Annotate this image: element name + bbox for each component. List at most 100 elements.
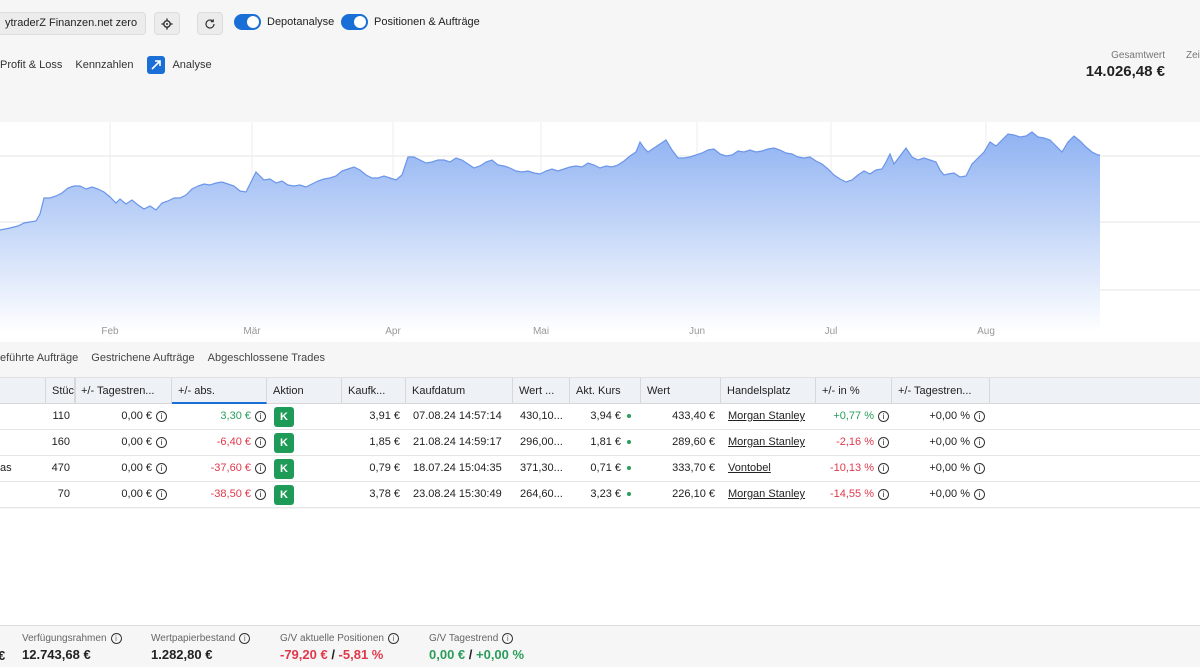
table-row[interactable]: 110 0,00 € i 3,30 € i K 3,91 €07.08.24 14:57:1…: [0, 404, 1200, 430]
cell-handelsplatz[interactable]: Morgan Stanley: [728, 430, 816, 455]
toggle-switch[interactable]: [234, 14, 261, 30]
info-icon[interactable]: i: [255, 462, 266, 474]
refresh-button[interactable]: [197, 12, 223, 35]
analyse-icon[interactable]: [147, 56, 166, 74]
cell-handelsplatz[interactable]: Vontobel: [728, 456, 816, 481]
cell-name: [0, 482, 40, 507]
cell-text: 1,81 €: [590, 436, 621, 448]
info-icon[interactable]: i: [974, 462, 985, 474]
live-quote-dot: [627, 414, 631, 419]
cell-text[interactable]: Morgan Stanley: [728, 488, 806, 500]
info-icon[interactable]: i: [239, 633, 251, 644]
th-kaufkurs[interactable]: Kaufk...: [342, 378, 406, 404]
cell-name: [0, 404, 40, 429]
aktion-kaufen-badge[interactable]: K: [274, 485, 294, 505]
info-icon[interactable]: i: [878, 436, 889, 448]
tab-abgeschlossene-trades[interactable]: Abgeschlossene Trades: [207, 352, 326, 364]
th-name[interactable]: [0, 378, 46, 404]
cell-name: [0, 430, 40, 455]
info-icon[interactable]: i: [974, 436, 985, 448]
cell-wert: 433,40 €: [641, 404, 715, 429]
depot-selector-button[interactable]: ytraderZ Finanzen.net zero: [0, 12, 147, 35]
top-toolbar: ytraderZ Finanzen.net zero Depotanalyse …: [0, 0, 1200, 46]
info-icon[interactable]: i: [255, 488, 266, 500]
info-icon[interactable]: i: [502, 633, 514, 644]
th-aktion[interactable]: Aktion: [267, 378, 342, 404]
cell-text: 3,23 €: [590, 488, 621, 500]
cell-aktion[interactable]: K: [274, 404, 304, 429]
cell-wert: 289,60 €: [641, 430, 715, 455]
cell-text: 226,10 €: [672, 488, 715, 500]
cell-text: +0,00 %: [929, 410, 970, 422]
cell-akt-kurs: 0,71 €: [576, 456, 631, 481]
aktion-kaufen-badge[interactable]: K: [274, 459, 294, 479]
info-icon[interactable]: i: [387, 633, 399, 644]
tab-analyse[interactable]: Analyse: [172, 59, 212, 71]
info-icon[interactable]: i: [156, 488, 167, 500]
cell-text: +0,00 %: [929, 488, 970, 500]
table-row[interactable]: as 470 0,00 € i -37,60 € i K 0,79 €18.07.24 15:…: [0, 456, 1200, 482]
cell-text[interactable]: Vontobel: [728, 462, 771, 474]
tab-gestrichene-auftraege[interactable]: Gestrichene Aufträge: [91, 352, 195, 364]
cell-aktion[interactable]: K: [274, 482, 304, 507]
aktion-kaufen-badge[interactable]: K: [274, 433, 294, 453]
wertpapierbestand-value: 1.282,80 €: [151, 647, 213, 663]
info-icon[interactable]: i: [255, 410, 266, 422]
table-row[interactable]: 160 0,00 € i -6,40 € i K 1,85 €21.08.24 14:59:…: [0, 430, 1200, 456]
settings-button[interactable]: [154, 12, 180, 35]
cell-text: 110: [52, 410, 70, 422]
tab-ausgefuehrte-auftraege[interactable]: eführte Aufträge: [0, 352, 79, 364]
tab-kennzahlen[interactable]: Kennzahlen: [75, 59, 134, 71]
cell-handelsplatz[interactable]: Morgan Stanley: [728, 404, 816, 429]
cell-text[interactable]: Morgan Stanley: [728, 436, 806, 448]
info-icon[interactable]: i: [156, 436, 167, 448]
th-kaufdatum[interactable]: Kaufdatum: [406, 378, 513, 404]
table-body: 110 0,00 € i 3,30 € i K 3,91 €07.08.24 14:57:1…: [0, 404, 1200, 508]
toggle-positionen[interactable]: Positionen & Aufträge: [341, 14, 480, 30]
info-icon[interactable]: i: [878, 410, 889, 422]
th-tagestrend-pct[interactable]: +/- Tagestren...: [892, 378, 990, 404]
aktion-kaufen-badge[interactable]: K: [274, 407, 294, 427]
cell-aktion[interactable]: K: [274, 456, 304, 481]
cell-wert-kauf: 296,00...: [520, 430, 570, 455]
tab-profit-loss[interactable]: Profit & Loss: [0, 59, 63, 71]
th-abs[interactable]: +/- abs.: [172, 378, 267, 404]
cell-wert: 333,70 €: [641, 456, 715, 481]
cell-wert: 226,10 €: [641, 482, 715, 507]
info-icon[interactable]: i: [878, 462, 889, 474]
cell-text: -37,60 €: [210, 462, 251, 474]
cell-akt-kurs: 3,94 €: [576, 404, 631, 429]
th-handelsplatz[interactable]: Handelsplatz: [721, 378, 816, 404]
cell-handelsplatz[interactable]: Morgan Stanley: [728, 482, 816, 507]
th-akt-kurs[interactable]: Akt. Kurs: [570, 378, 641, 404]
info-icon[interactable]: i: [878, 488, 889, 500]
table-row[interactable]: 70 0,00 € i -38,50 € i K 3,78 €23.08.24 15:30:…: [0, 482, 1200, 508]
cell-text: +0,00 %: [929, 462, 970, 474]
info-icon[interactable]: i: [255, 436, 266, 448]
info-icon[interactable]: i: [974, 488, 985, 500]
total-value-label: Gesamtwert: [1111, 50, 1165, 61]
x-tick-label: Mai: [533, 326, 549, 337]
gv-tagestrend-label: G/V Tagestrend: [429, 633, 499, 645]
th-wert-kauf[interactable]: Wert ...: [513, 378, 570, 404]
info-icon[interactable]: i: [974, 410, 985, 422]
cell-kaufdatum: 21.08.24 14:59:17: [413, 430, 513, 455]
cell-text: 3,94 €: [590, 410, 621, 422]
cell-text: +0,00 %: [929, 436, 970, 448]
portfolio-chart-svg: Feb Mär Apr Mai Jun Jul Aug: [0, 122, 1200, 337]
info-icon[interactable]: i: [110, 633, 122, 644]
toggle-depotanalyse[interactable]: Depotanalyse: [234, 14, 334, 30]
toggle-switch[interactable]: [341, 14, 368, 30]
th-stueck[interactable]: Stück...: [46, 378, 75, 404]
info-icon[interactable]: i: [156, 410, 167, 422]
cell-text[interactable]: Morgan Stanley: [728, 410, 806, 422]
cell-text: 3,91 €: [369, 410, 400, 422]
cell-text: +0,77 %: [833, 410, 874, 422]
info-icon[interactable]: i: [156, 462, 167, 474]
cell-aktion[interactable]: K: [274, 430, 304, 455]
th-tagestrend[interactable]: +/- Tagestren...: [75, 378, 172, 404]
cell-text: -14,55 %: [829, 488, 874, 500]
orders-tabs: eführte Aufträge Gestrichene Aufträge Ab…: [0, 352, 325, 364]
th-wert[interactable]: Wert: [641, 378, 721, 404]
th-pct[interactable]: +/- in %: [816, 378, 892, 404]
